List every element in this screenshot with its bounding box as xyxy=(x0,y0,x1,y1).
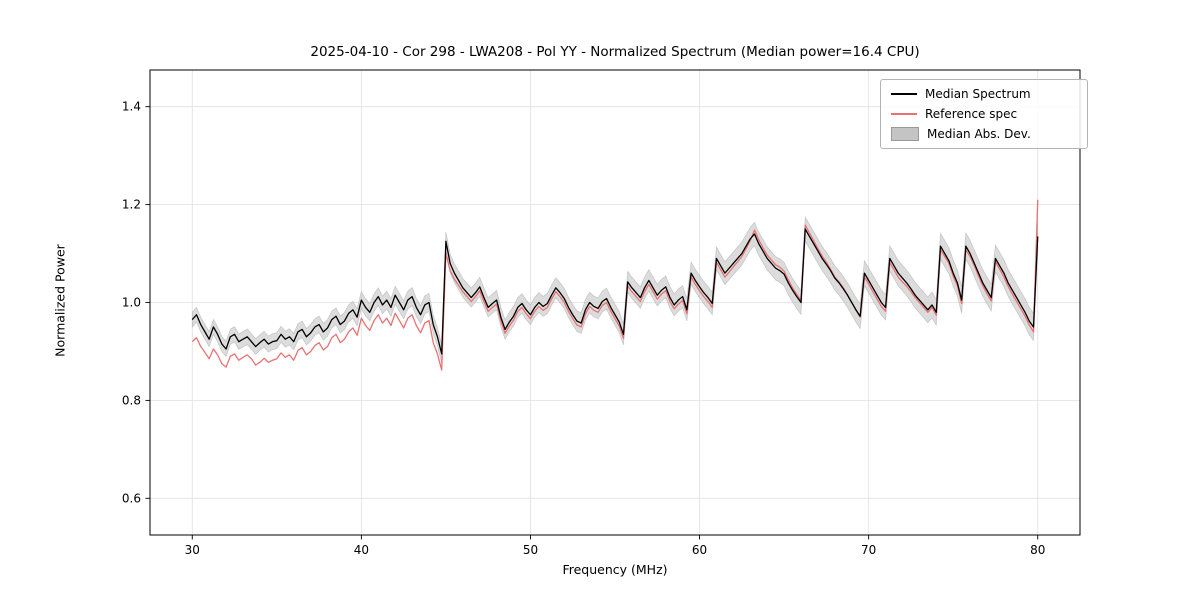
svg-text:80: 80 xyxy=(1030,543,1045,557)
y-tick-label: 1.2 xyxy=(122,198,141,212)
svg-text:40: 40 xyxy=(354,543,369,557)
y-tick-label: 1.0 xyxy=(122,296,141,310)
y-tick-label: 0.6 xyxy=(122,491,141,505)
svg-text:70: 70 xyxy=(861,543,876,557)
svg-text:30: 30 xyxy=(185,543,200,557)
svg-text:60: 60 xyxy=(692,543,707,557)
median-abs-dev-patch-swatch xyxy=(891,127,919,141)
legend-label: Median Spectrum xyxy=(925,87,1031,101)
x-axis-label: Frequency (MHz) xyxy=(562,562,668,577)
svg-text:50: 50 xyxy=(523,543,538,557)
legend-item-reference-spec: Reference spec xyxy=(891,107,1077,121)
y-tick-label: 1.4 xyxy=(122,100,141,114)
legend-item-median-spectrum: Median Spectrum xyxy=(891,87,1077,101)
legend-label: Reference spec xyxy=(925,107,1018,121)
reference-spec-line-swatch xyxy=(891,113,917,115)
plot-title: 2025-04-10 - Cor 298 - LWA208 - Pol YY -… xyxy=(310,44,920,60)
legend-label: Median Abs. Dev. xyxy=(927,127,1031,141)
legend: Median Spectrum Reference spec Median Ab… xyxy=(880,79,1088,149)
y-tick-label: 0.8 xyxy=(122,393,141,407)
legend-item-median-abs-dev: Median Abs. Dev. xyxy=(891,127,1077,141)
median-spectrum-line-swatch xyxy=(891,93,917,95)
